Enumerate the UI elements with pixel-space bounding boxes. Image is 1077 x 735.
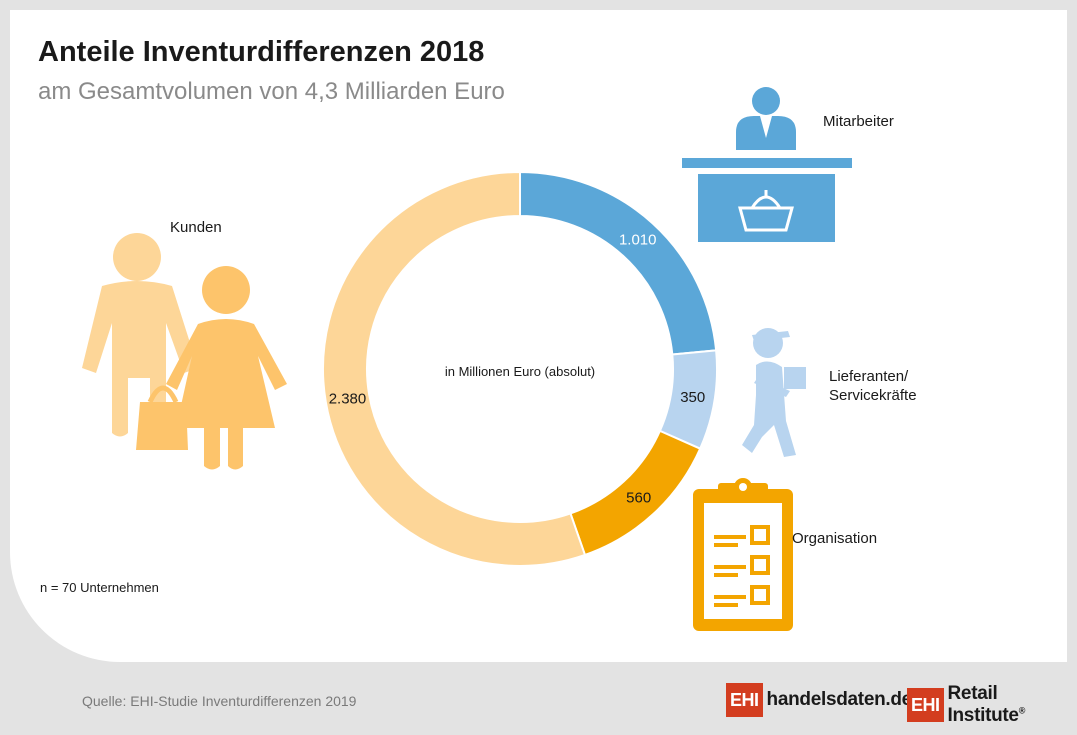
- legend-label-organisation: Organisation: [792, 530, 878, 547]
- chart-title: Anteile Inventurdifferenzen 2018: [38, 36, 485, 68]
- center-label: in Millionen Euro (absolut): [445, 364, 595, 379]
- chart-subtitle: am Gesamtvolumen von 4,3 Milliarden Euro: [38, 78, 505, 105]
- legend-label-kunden: Kunden: [170, 219, 222, 236]
- legend-label-lieferanten-line2: Servicekräfte: [829, 387, 917, 404]
- handelsdaten-logo: EHI handelsdaten.de: [726, 683, 912, 717]
- legend-label-mitarbeiter: Mitarbeiter: [823, 113, 894, 130]
- slice-value-label-0: 1.010: [619, 232, 657, 249]
- ehi-retail-institute-logo: EHI Retail Institute®: [907, 683, 1077, 727]
- employee-at-counter-icon: [682, 87, 852, 242]
- sample-size-note: n = 70 Unternehmen: [40, 580, 159, 595]
- slice-value-label-3: 2.380: [329, 390, 367, 407]
- retail-institute-logo-text: Retail Institute®: [948, 683, 1077, 727]
- source-note: Quelle: EHI-Studie Inventurdifferenzen 2…: [82, 693, 357, 709]
- clipboard-checklist-icon: [693, 478, 793, 631]
- customers-couple-icon: [82, 233, 287, 470]
- slice-value-label-2: 560: [626, 490, 651, 507]
- donut-slice-3: [322, 170, 587, 567]
- registered-mark: ®: [1018, 705, 1026, 716]
- legend-label-lieferanten: Lieferanten/ Servicekräfte: [829, 367, 917, 405]
- ehi-logo-box: EHI: [726, 683, 763, 717]
- handelsdaten-logo-text: handelsdaten.de: [766, 689, 913, 710]
- delivery-person-icon: [742, 328, 806, 457]
- ehi-logo-box: EHI: [907, 688, 944, 722]
- retail-institute-text: Retail Institute: [947, 683, 1019, 726]
- slice-value-label-1: 350: [680, 389, 705, 406]
- legend-label-lieferanten-line1: Lieferanten/: [829, 368, 909, 385]
